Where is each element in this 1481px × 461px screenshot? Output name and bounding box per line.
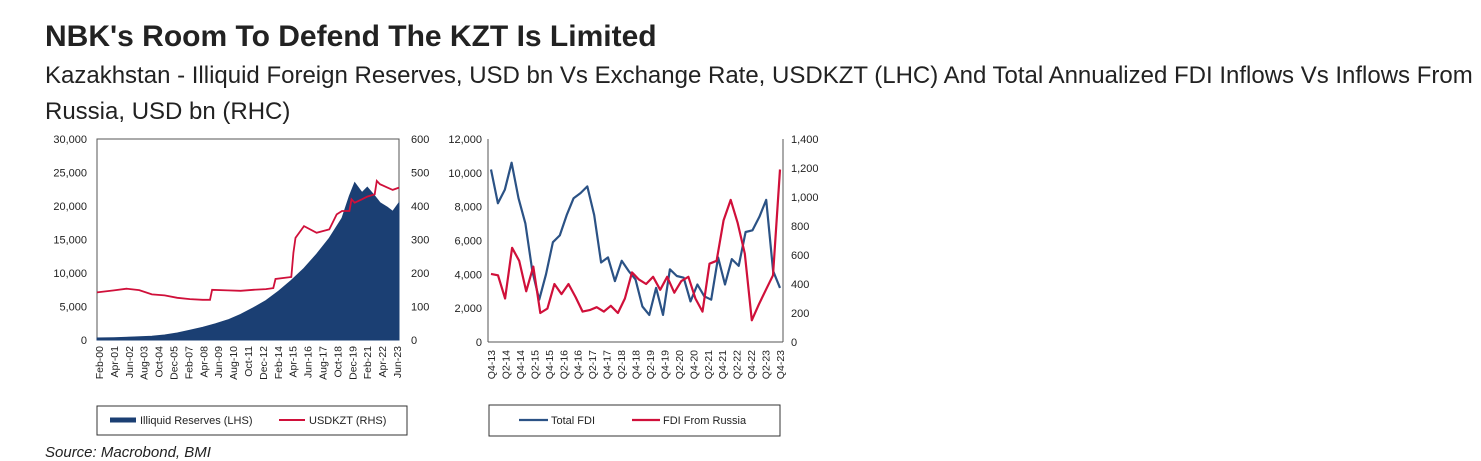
chart1-x-tick-label: Aug-10	[228, 346, 240, 380]
source-note: Source: Macrobond, BMI	[45, 444, 211, 461]
chart1-left-tick-label: 15,000	[53, 235, 87, 247]
chart2-x-tick-label: Q4-23	[775, 350, 787, 379]
chart1-x-tick-label: Oct-04	[154, 346, 166, 378]
legend-label-total-fdi: Total FDI	[551, 415, 595, 427]
chart2-x-tick-label: Q4-17	[602, 350, 614, 379]
chart2-x-tick-label: Q2-14	[500, 350, 512, 379]
chart2-x-tick-label: Q2-21	[703, 350, 715, 379]
chart2-x-tick-label: Q4-16	[573, 350, 585, 379]
chart2-x-tick-label: Q2-19	[645, 350, 657, 379]
chart2-left-tick-label: 8,000	[454, 202, 482, 214]
chart-subtitle: Kazakhstan - Illiquid Foreign Reserves, …	[45, 62, 1473, 125]
chart2-right-tick-label: 800	[791, 221, 809, 233]
chart1-x-tick-label: Feb-07	[183, 346, 195, 379]
chart2-left-tick-label: 10,000	[448, 168, 482, 180]
chart2-x-tick-label: Q2-22	[732, 350, 744, 379]
chart1-right-tick-label: 500	[411, 168, 429, 180]
chart1-right-tick-label: 300	[411, 235, 429, 247]
chart1-left-tick-label: 0	[81, 335, 87, 347]
chart1-series-usdkzt-line	[96, 178, 400, 301]
chart2-x-tick-label: Q2-16	[558, 350, 570, 379]
chart2-right-tick-label: 1,200	[791, 163, 819, 175]
chart2-right-tick-label: 400	[791, 279, 809, 291]
chart1-x-tick-label: Dec-05	[169, 346, 181, 380]
chart1-x-tick-label: Jun-02	[124, 346, 136, 378]
chart1-series-illiquid-reserves-area	[96, 181, 400, 341]
chart-title: NBK's Room To Defend The KZT Is Limited	[45, 20, 657, 53]
chart1-x-tick-label: Apr-01	[109, 346, 121, 378]
chart2-left-tick-label: 4,000	[454, 269, 482, 281]
chart1-right-tick-label: 100	[411, 302, 429, 314]
chart2-right-tick-label: 1,000	[791, 192, 819, 204]
chart1-x-tick-label: Jun-16	[303, 346, 315, 378]
chart2-right-tick-label: 600	[791, 250, 809, 262]
chart2-left-tick-label: 2,000	[454, 303, 482, 315]
chart2-x-tick-label: Q4-18	[631, 350, 643, 379]
chart2-series-fdi-russia-line	[490, 169, 782, 322]
chart1-right-tick-label: 200	[411, 268, 429, 280]
chart1-left-tick-label: 25,000	[53, 168, 87, 180]
chart2-right-tick-label: 1,400	[791, 134, 819, 146]
chart2-series-total-fdi-line	[489, 161, 782, 316]
chart2-x-tick-label: Q2-20	[674, 350, 686, 379]
chart2-x-tick-label: Q4-20	[688, 350, 700, 379]
chart1-x-tick-label: Dec-12	[258, 346, 270, 380]
chart2-left-tick-label: 6,000	[454, 236, 482, 248]
chart1-x-tick-label: Jun-09	[213, 346, 225, 378]
chart1-x-tick-label: Oct-11	[243, 346, 255, 377]
chart1-right-tick-label: 600	[411, 134, 429, 146]
chart1-x-tick-label: Feb-14	[273, 346, 285, 379]
chart2-x-tick-label: Q4-19	[659, 350, 671, 379]
chart1-x-tick-label: Feb-21	[362, 346, 374, 379]
chart2-left-tick-label: 12,000	[448, 134, 482, 146]
chart2-x-tick-label: Q4-15	[544, 350, 556, 379]
legend-label-fdi-russia: FDI From Russia	[663, 415, 747, 427]
chart2-right-tick-label: 200	[791, 308, 809, 320]
chart1-x-tick-label: Dec-19	[347, 346, 359, 380]
chart2-left-tick-label: 0	[476, 337, 482, 349]
chart2-x-tick-label: Q2-15	[529, 350, 541, 379]
chart2-x-tick-label: Q2-17	[587, 350, 599, 379]
chart1-x-tick-label: Oct-18	[332, 346, 344, 378]
chart1-left-tick-label: 10,000	[53, 268, 87, 280]
chart1-x-tick-label: Apr-08	[198, 346, 210, 378]
chart1-x-tick-label: Feb-00	[94, 346, 106, 379]
chart1-x-tick-label: Apr-15	[288, 346, 300, 378]
chart2-x-tick-label: Q4-21	[717, 350, 729, 379]
chart2-x-tick-label: Q2-18	[616, 350, 628, 379]
chart1-right-tick-label: 400	[411, 201, 429, 213]
chart1-x-tick-label: Aug-17	[318, 346, 330, 380]
legend-label-usdkzt: USDKZT (RHS)	[309, 415, 386, 427]
chart2-right-tick-label: 0	[791, 337, 797, 349]
chart1-x-tick-label: Aug-03	[139, 346, 151, 380]
chart1-legend-box	[96, 405, 408, 436]
chart1-x-tick-label: Apr-22	[377, 346, 389, 378]
chart1-left-tick-label: 5,000	[59, 302, 87, 314]
chart2-x-tick-label: Q4-14	[515, 350, 527, 379]
chart2-x-tick-label: Q4-13	[486, 350, 498, 379]
chart1-right-tick-label: 0	[411, 335, 417, 347]
chart1-left-tick-label: 20,000	[53, 201, 87, 213]
legend-label-illiquid-reserves: Illiquid Reserves (LHS)	[140, 415, 252, 427]
chart2-x-tick-label: Q2-23	[761, 350, 773, 379]
chart2-x-tick-label: Q4-22	[746, 350, 758, 379]
chart1-left-tick-label: 30,000	[53, 134, 87, 146]
chart1-x-tick-label: Jun-23	[392, 346, 404, 378]
